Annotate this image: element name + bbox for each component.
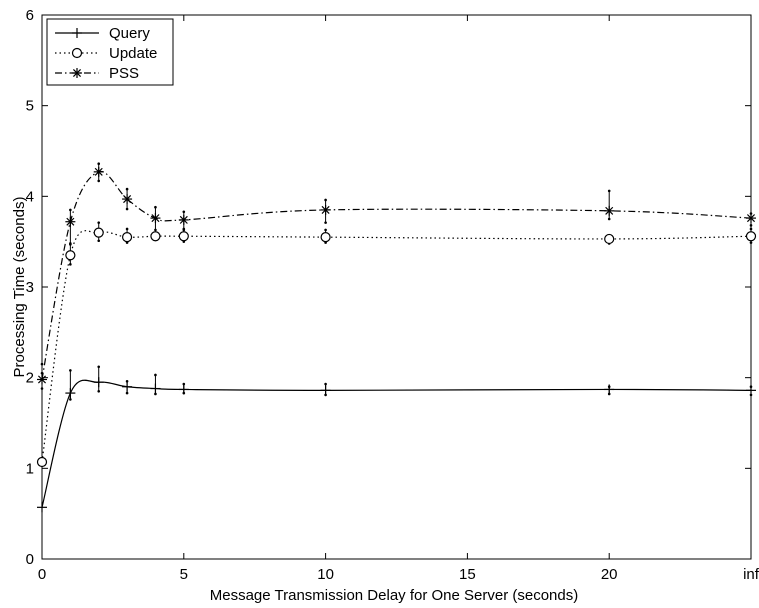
data-point [178, 384, 189, 395]
error-bar-end [40, 371, 44, 375]
legend: Query Update PSS [46, 18, 174, 86]
data-point [150, 213, 161, 224]
data-point [122, 194, 133, 205]
error-bar-end [97, 221, 101, 224]
series-pss [37, 162, 756, 390]
x-tick-label: inf [743, 566, 759, 583]
error-bar-end [324, 198, 327, 202]
legend-label: PSS [109, 65, 139, 82]
legend-marker [72, 68, 82, 78]
error-bar-end [97, 162, 101, 165]
x-tick-label: 0 [38, 566, 46, 583]
error-bar-end [324, 382, 327, 386]
x-tick-label: 20 [601, 566, 618, 583]
y-tick-label: 1 [26, 460, 34, 477]
error-bar-end [154, 228, 157, 232]
error-bar-end [125, 391, 129, 395]
data-point [93, 166, 104, 177]
error-bar-end [69, 208, 72, 212]
legend-box [46, 18, 174, 86]
series-query [37, 365, 756, 513]
y-tick-label: 3 [26, 279, 34, 296]
error-bar-end [607, 217, 611, 221]
data-point [745, 231, 757, 242]
data-point [93, 377, 104, 388]
x-tick-label: 15 [459, 566, 476, 583]
error-bar-end [69, 242, 72, 245]
data-point [320, 385, 331, 396]
error-bar-end [125, 379, 129, 383]
error-bar-end [69, 263, 72, 266]
data-point [320, 204, 331, 215]
error-bar-end [125, 227, 129, 231]
error-bar-end [125, 187, 129, 191]
legend-label: Update [109, 45, 157, 62]
legend-marker [71, 47, 83, 59]
data-point [65, 388, 76, 399]
legend-marker [72, 28, 82, 38]
axes-group [41, 14, 752, 560]
x-axis-label: Message Transmission Delay for One Serve… [210, 587, 578, 604]
data-point [37, 374, 47, 385]
data-point [746, 213, 756, 224]
y-tick-label: 4 [26, 188, 34, 205]
error-bar-end [154, 205, 157, 209]
x-tick-label: 5 [180, 566, 188, 583]
error-bar-end [607, 189, 611, 193]
y-tick-label: 2 [26, 370, 34, 387]
error-bar-end [69, 369, 72, 372]
error-bar-end [154, 373, 157, 377]
error-bar-end [182, 382, 186, 386]
series-line-pss [41, 171, 752, 380]
data-point [121, 232, 133, 243]
ticks-group: 0 5 10 15 20 inf 0 1 2 3 4 5 6 [26, 7, 759, 583]
error-bar-end [97, 179, 101, 183]
error-bar-end [324, 228, 327, 232]
data-point [122, 381, 133, 392]
error-bar-end [324, 221, 327, 224]
data-point [93, 227, 104, 238]
data-point [746, 385, 756, 396]
series-update [36, 221, 757, 468]
data-point [65, 250, 76, 261]
data-point [178, 214, 189, 225]
x-tick-label: 10 [317, 566, 334, 583]
error-bar-end [69, 398, 72, 401]
error-bar-end [97, 365, 101, 369]
error-bar-end [154, 392, 157, 396]
data-point [36, 456, 48, 468]
error-bar-end [125, 207, 129, 211]
data-point [604, 205, 615, 216]
series-line-query [41, 379, 752, 508]
data-point [604, 384, 615, 395]
error-bar-end [97, 239, 101, 243]
error-bar-end [749, 241, 753, 244]
error-bar-end [749, 224, 753, 227]
series-group [36, 162, 757, 513]
error-bar-end [40, 387, 44, 390]
error-bar-end [97, 389, 101, 393]
data-point [604, 233, 615, 245]
y-tick-label: 5 [26, 98, 34, 115]
error-bar-end [182, 210, 186, 214]
error-bar-end [40, 362, 44, 366]
data-point [65, 216, 76, 227]
plot-frame [41, 14, 752, 560]
y-tick-label: 6 [26, 7, 34, 24]
series-line-update [41, 230, 752, 463]
legend-label: Query [109, 25, 150, 42]
error-bar-end [749, 227, 753, 231]
data-point [150, 231, 161, 242]
data-point [37, 502, 47, 513]
y-axis-label: Processing Time (seconds) [11, 197, 28, 378]
error-bar-end [182, 228, 186, 232]
y-tick-label: 0 [26, 551, 34, 568]
data-point [178, 231, 189, 242]
data-point [320, 232, 331, 243]
data-point [150, 383, 161, 394]
